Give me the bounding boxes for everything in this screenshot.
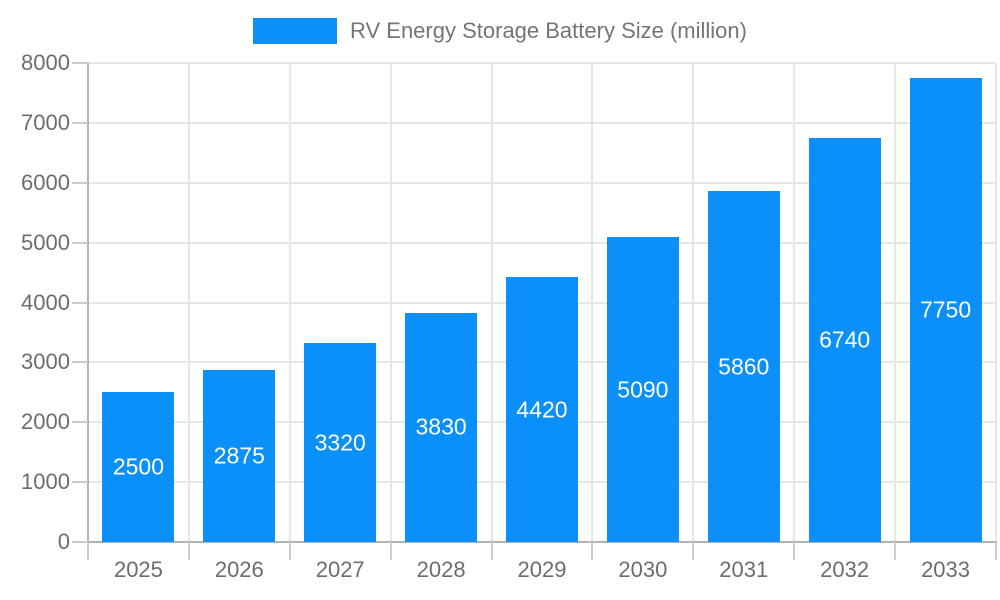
y-axis-tick-label: 8000 (21, 50, 70, 75)
y-axis-line (87, 63, 89, 542)
bar-2027[interactable]: 3320 (304, 343, 377, 542)
y-axis-tick (72, 241, 88, 244)
bar-value-label: 3830 (415, 413, 467, 440)
y-axis-tick-label: 3000 (21, 349, 70, 375)
bar-value-label: 2875 (213, 442, 265, 469)
x-axis-tick (894, 542, 897, 560)
x-axis-tick (793, 542, 796, 560)
x-axis-tick (591, 542, 594, 560)
y-axis-tick (72, 62, 88, 64)
bar-2029[interactable]: 4420 (506, 277, 578, 542)
y-axis-tick-label: 7000 (21, 109, 70, 135)
gridline-vertical (894, 63, 897, 542)
legend: RV Energy Storage Battery Size (million) (0, 12, 1000, 50)
x-axis-tick (490, 542, 493, 560)
y-axis-tick-label: 6000 (21, 169, 70, 195)
plot-area: 2500 2875 3320 3830 4420 5090 5860 6740 7750 (87, 62, 997, 543)
x-axis-line (87, 541, 997, 543)
gridline-vertical (187, 63, 190, 542)
y-axis-tick-label: 2000 (21, 409, 70, 435)
x-axis-tick (995, 542, 997, 560)
bar-value-label: 5860 (718, 353, 770, 380)
x-axis-tick (389, 542, 392, 560)
bar-2030[interactable]: 5090 (606, 237, 679, 542)
x-axis-tick-label: 2032 (820, 557, 870, 582)
x-axis-tick (187, 542, 190, 560)
y-axis-tick (72, 541, 88, 543)
y-axis-tick (72, 121, 88, 124)
x-axis-tick-label: 2029 (517, 557, 567, 582)
gridline-horizontal (88, 181, 996, 184)
x-axis-tick-label: 2025 (113, 557, 163, 582)
y-axis-tick (72, 301, 88, 304)
bar-2028[interactable]: 3830 (405, 312, 478, 542)
gridline-vertical (793, 63, 796, 542)
y-axis-tick (72, 421, 88, 424)
x-axis-tick-label: 2030 (618, 557, 668, 582)
bar-value-label: 3320 (314, 429, 366, 456)
y-axis-tick (72, 481, 88, 484)
gridline-vertical (389, 63, 392, 542)
bar-2032[interactable]: 6740 (808, 138, 881, 542)
bar-2033[interactable]: 7750 (909, 77, 982, 542)
y-axis-tick-label: 0 (57, 529, 70, 554)
bar-value-label: 6740 (819, 326, 871, 353)
gridline-horizontal (88, 241, 996, 244)
gridline-horizontal (88, 62, 996, 64)
bar-value-label: 4420 (516, 396, 568, 423)
x-axis-tick (692, 542, 695, 560)
x-axis-tick-label: 2027 (315, 557, 365, 582)
bar-value-label: 7750 (919, 296, 972, 323)
bar-value-label: 5090 (617, 376, 669, 403)
gridline-vertical (995, 63, 997, 542)
bar-2026[interactable]: 2875 (203, 369, 276, 542)
y-axis-tick-label: 1000 (21, 469, 70, 495)
gridline-vertical (288, 63, 291, 542)
legend-swatch (253, 18, 337, 44)
y-axis-tick (72, 361, 88, 364)
bar-2031[interactable]: 5860 (707, 191, 780, 542)
x-axis-tick (87, 542, 89, 560)
gridline-vertical (490, 63, 493, 542)
x-axis-tick (288, 542, 291, 560)
x-axis-tick-label: 2033 (921, 557, 971, 582)
y-axis-tick-label: 5000 (21, 229, 70, 255)
bar-value-label: 2500 (112, 453, 165, 480)
x-axis-tick-label: 2026 (214, 557, 264, 582)
bar-2025[interactable]: 2500 (102, 392, 175, 542)
y-axis-tick-label: 4000 (21, 289, 70, 315)
y-axis-tick (72, 181, 88, 184)
x-axis-tick-label: 2031 (719, 557, 769, 582)
gridline-horizontal (88, 121, 996, 124)
legend-label: RV Energy Storage Battery Size (million) (350, 18, 747, 43)
x-axis-tick-label: 2028 (416, 557, 466, 582)
gridline-vertical (591, 63, 594, 542)
gridline-vertical (692, 63, 695, 542)
